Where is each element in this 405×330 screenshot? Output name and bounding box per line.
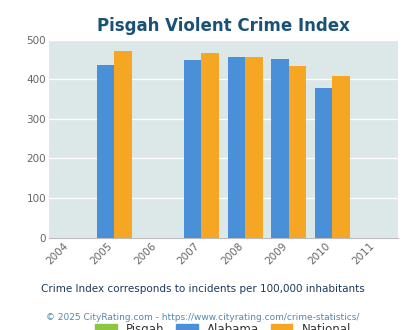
Title: Pisgah Violent Crime Index: Pisgah Violent Crime Index xyxy=(97,17,349,35)
Bar xyxy=(245,57,262,238)
Legend: Pisgah, Alabama, National: Pisgah, Alabama, National xyxy=(90,319,355,330)
Text: Crime Index corresponds to incidents per 100,000 inhabitants: Crime Index corresponds to incidents per… xyxy=(41,284,364,294)
Bar xyxy=(314,88,332,238)
Bar xyxy=(183,60,201,238)
Bar xyxy=(227,57,245,238)
Bar xyxy=(288,66,305,238)
Bar xyxy=(201,53,218,238)
Bar xyxy=(96,65,114,238)
Bar xyxy=(332,77,349,238)
Text: © 2025 CityRating.com - https://www.cityrating.com/crime-statistics/: © 2025 CityRating.com - https://www.city… xyxy=(46,313,359,322)
Bar xyxy=(114,51,131,238)
Bar xyxy=(271,59,288,238)
